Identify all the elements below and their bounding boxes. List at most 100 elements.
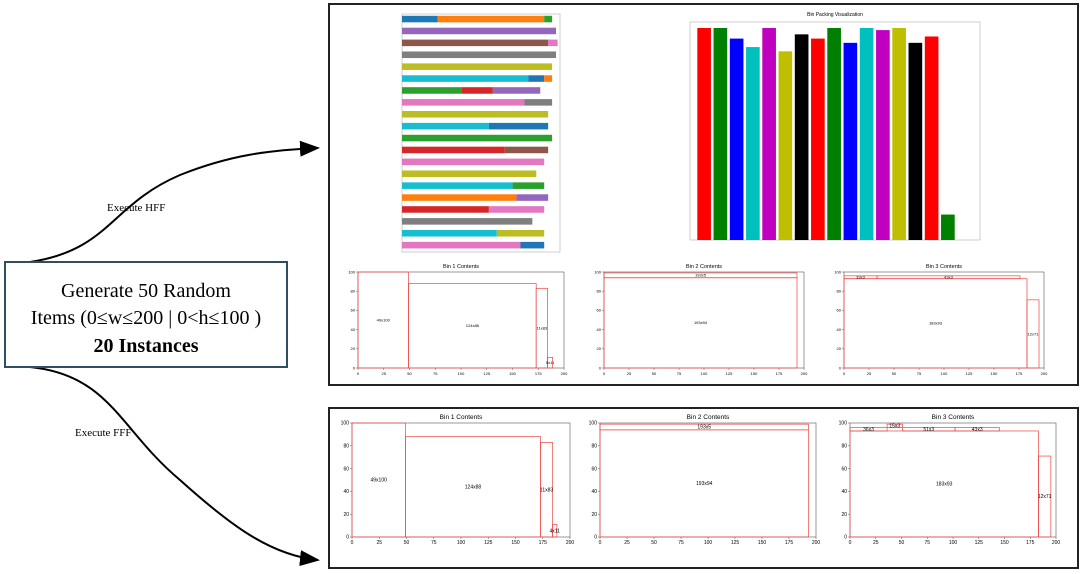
y-tick-label: 60	[351, 308, 356, 313]
x-tick-label: 125	[483, 371, 490, 376]
item-label: 49x100	[371, 478, 388, 484]
bar-segment	[512, 182, 545, 189]
chart-frame	[401, 13, 561, 253]
bar-segment	[402, 170, 537, 178]
x-tick-label: 50	[899, 540, 905, 546]
bar-segment	[402, 134, 553, 142]
bar	[794, 34, 809, 240]
bar-segment	[544, 15, 553, 23]
bar-segment	[402, 87, 462, 94]
y-tick-label: 20	[591, 512, 597, 518]
bar	[941, 214, 955, 240]
item-label: 36x3	[863, 427, 874, 433]
x-tick-label: 125	[966, 371, 973, 376]
x-tick-label: 0	[351, 540, 354, 546]
x-tick-label: 25	[382, 371, 387, 376]
item-label: 124x88	[466, 323, 480, 328]
x-tick-label: 100	[941, 371, 948, 376]
x-tick-label: 175	[1016, 371, 1023, 376]
x-tick-label: 150	[511, 540, 520, 546]
y-tick-label: 40	[597, 327, 602, 332]
x-tick-label: 175	[776, 371, 783, 376]
item-label: 51x3	[923, 427, 934, 433]
y-tick-label: 20	[597, 346, 602, 351]
y-tick-label: 100	[834, 269, 841, 274]
x-tick-label: 25	[867, 371, 872, 376]
bar-segment	[402, 241, 521, 249]
x-tick-label: 125	[726, 371, 733, 376]
y-tick-label: 80	[343, 443, 349, 449]
y-tick-label: 20	[351, 346, 356, 351]
y-tick-label: 80	[841, 443, 847, 449]
x-tick-label: 0	[357, 371, 360, 376]
x-tick-label: 125	[731, 540, 740, 546]
y-tick-label: 60	[597, 308, 602, 313]
x-tick-label: 100	[949, 540, 958, 546]
x-tick-label: 75	[433, 371, 438, 376]
fff-panel	[328, 407, 1079, 569]
item	[535, 287, 548, 369]
source-box	[4, 261, 288, 368]
x-tick-label: 125	[975, 540, 984, 546]
bar-segment	[402, 122, 489, 130]
x-tick-label: 0	[849, 540, 852, 546]
bar	[697, 28, 711, 240]
bar-segment	[492, 87, 541, 94]
x-tick-label: 50	[652, 371, 657, 376]
x-tick-label: 100	[458, 371, 465, 376]
bar-segment	[504, 146, 549, 154]
x-tick-label: 200	[561, 371, 568, 376]
bar-segment	[461, 87, 493, 94]
y-tick-label: 80	[597, 289, 602, 294]
x-tick-label: 25	[873, 540, 879, 546]
bar-segment	[548, 39, 558, 47]
y-tick-label: 0	[599, 365, 602, 370]
y-tick-label: 0	[594, 535, 597, 541]
y-tick-label: 100	[589, 421, 598, 427]
bar	[924, 36, 939, 241]
bar	[827, 28, 841, 240]
item-label: 124x88	[465, 485, 482, 491]
x-tick-label: 150	[1000, 540, 1009, 546]
bar	[713, 28, 728, 240]
bar-segment	[402, 39, 549, 47]
y-tick-label: 60	[591, 466, 597, 472]
bar	[843, 42, 858, 241]
y-tick-label: 40	[343, 489, 349, 495]
bar-segment	[488, 122, 549, 130]
x-tick-label: 175	[535, 371, 542, 376]
bar	[746, 47, 760, 240]
x-tick-label: 100	[704, 540, 713, 546]
x-tick-label: 25	[624, 540, 630, 546]
y-tick-label: 20	[343, 512, 349, 518]
bar-segment	[402, 51, 557, 59]
charts: Bin Packing Visualization Bin 1 Contents 0…	[341, 12, 1061, 546]
y-tick-label: 0	[353, 365, 356, 370]
y-tick-label: 100	[341, 421, 350, 427]
x-tick-label: 0	[599, 540, 602, 546]
bin-title: Bin 1 Contents	[440, 414, 483, 421]
y-tick-label: 100	[594, 269, 601, 274]
item	[876, 275, 1021, 280]
bar-segment	[402, 194, 517, 201]
x-tick-label: 75	[917, 371, 922, 376]
y-tick-label: 40	[591, 489, 597, 495]
x-tick-label: 100	[457, 540, 466, 546]
y-tick-label: 20	[837, 346, 842, 351]
x-tick-label: 100	[701, 371, 708, 376]
bar-segment	[402, 110, 549, 118]
bar	[892, 28, 906, 240]
bar-segment	[544, 75, 553, 82]
item-label: 183x93	[936, 482, 953, 488]
y-tick-label: 40	[841, 489, 847, 495]
bar	[729, 38, 744, 240]
bar-segment	[496, 229, 545, 237]
bin-title: Bin 3 Contents	[932, 414, 975, 421]
x-tick-label: 75	[924, 540, 930, 546]
y-tick-label: 60	[837, 308, 842, 313]
item	[547, 357, 554, 369]
item-label: 12x71	[1028, 331, 1040, 336]
bar-segment	[402, 99, 525, 106]
chart-title: Bin Packing Visualization	[807, 12, 863, 18]
